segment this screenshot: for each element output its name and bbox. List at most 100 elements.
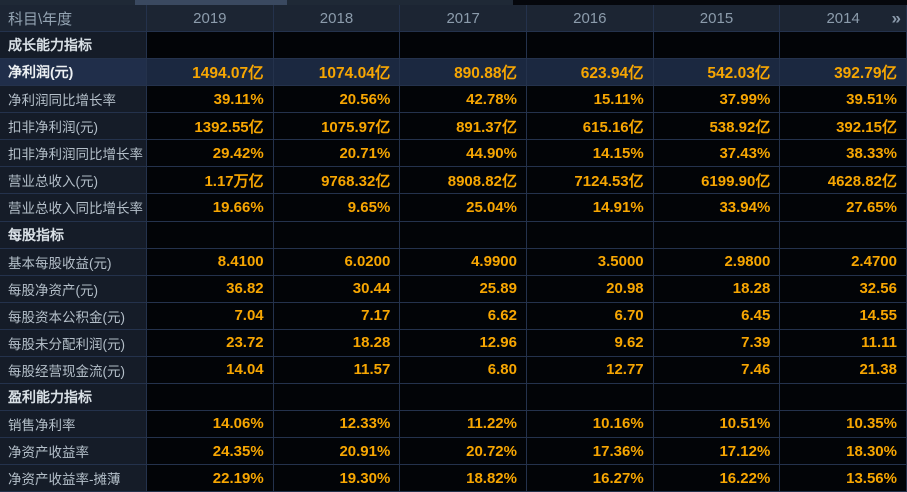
value-cell	[400, 221, 527, 249]
value-cell: 18.82%	[400, 465, 527, 492]
horizontal-scrollbar[interactable]	[0, 0, 907, 5]
value-cell: 24.35%	[147, 438, 274, 466]
value-cell	[400, 32, 527, 60]
value-cell	[273, 383, 401, 411]
value-cell: 14.91%	[526, 194, 654, 222]
value-cell: 6.70	[526, 302, 654, 330]
value-cell: 2.4700	[780, 248, 907, 276]
section-row: 盈利能力指标	[0, 383, 907, 411]
value-cell: 21.38	[780, 356, 907, 384]
value-cell: 7.46	[653, 356, 781, 384]
value-cell: 10.16%	[526, 410, 654, 438]
section-label: 每股指标	[0, 221, 147, 249]
value-cell: 20.72%	[400, 438, 527, 466]
year-header-label: 2018	[319, 9, 354, 27]
table-row: 每股未分配利润(元) 23.72 18.28 12.96 9.62 7.39 11.11	[0, 329, 907, 357]
value-cell: 42.78%	[400, 86, 527, 114]
value-cell: 8.4100	[147, 248, 274, 276]
row-label: 营业总收入同比增长率	[0, 194, 147, 222]
value-cell: 623.94亿	[526, 59, 654, 87]
value-cell	[653, 383, 781, 411]
value-cell	[273, 221, 401, 249]
year-header-2019: 2019	[147, 5, 274, 33]
more-years-button[interactable]: »	[891, 8, 901, 28]
row-label: 基本每股收益(元)	[0, 248, 147, 276]
table-row: 营业总收入(元) 1.17万亿 9768.32亿 8908.82亿 7124.53亿 61…	[0, 167, 907, 195]
value-cell: 25.04%	[400, 194, 527, 222]
value-cell: 18.28	[653, 275, 781, 303]
table-row: 净资产收益率 24.35% 20.91% 20.72% 17.36% 17.12% 18.3…	[0, 438, 907, 466]
table-row: 每股资本公积金(元) 7.04 7.17 6.62 6.70 6.45 14.55	[0, 302, 907, 330]
value-cell	[780, 32, 907, 60]
row-label: 销售净利率	[0, 410, 147, 438]
value-cell: 6.80	[400, 356, 527, 384]
year-header-label: 2017	[446, 9, 480, 27]
row-label: 每股资本公积金(元)	[0, 302, 147, 330]
row-label: 每股经营现金流(元)	[0, 356, 147, 384]
year-header-label: 2014	[826, 9, 860, 27]
year-header-2014: 2014 »	[780, 5, 907, 33]
table-row: 销售净利率 14.06% 12.33% 11.22% 10.16% 10.51% 10.35…	[0, 410, 907, 438]
value-cell: 37.43%	[653, 140, 781, 168]
value-cell: 1075.97亿	[273, 113, 401, 141]
value-cell: 3.5000	[526, 248, 654, 276]
year-header-2017: 2017	[400, 5, 527, 33]
value-cell: 6199.90亿	[653, 167, 781, 195]
value-cell: 44.90%	[400, 140, 527, 168]
value-cell: 14.55	[780, 302, 907, 330]
value-cell	[653, 32, 781, 60]
table-row: 净利润同比增长率 39.11% 20.56% 42.78% 15.11% 37.99% 39…	[0, 86, 907, 114]
table-row: 每股净资产(元) 36.82 30.44 25.89 20.98 18.28 32.56	[0, 275, 907, 303]
value-cell: 11.57	[273, 356, 401, 384]
value-cell: 16.22%	[653, 465, 781, 492]
value-cell: 7.17	[273, 302, 401, 330]
value-cell: 1392.55亿	[147, 113, 274, 141]
value-cell: 9.62	[526, 329, 654, 357]
value-cell: 19.30%	[273, 465, 401, 492]
table-row: 营业总收入同比增长率 19.66% 9.65% 25.04% 14.91% 33.94% 2…	[0, 194, 907, 222]
year-header-label: 2019	[193, 9, 227, 27]
value-cell: 20.98	[526, 275, 654, 303]
value-cell: 9768.32亿	[273, 167, 401, 195]
row-label: 净利润同比增长率	[0, 86, 147, 114]
section-row: 成长能力指标	[0, 32, 907, 60]
value-cell: 27.65%	[780, 194, 907, 222]
value-cell: 20.71%	[273, 140, 401, 168]
value-cell: 8908.82亿	[400, 167, 527, 195]
value-cell: 17.12%	[653, 438, 781, 466]
value-cell: 10.35%	[780, 410, 907, 438]
row-label: 每股净资产(元)	[0, 275, 147, 303]
value-cell: 1.17万亿	[147, 167, 274, 195]
value-cell	[780, 383, 907, 411]
corner-header: 科目\年度	[0, 5, 147, 33]
row-label: 营业总收入(元)	[0, 167, 147, 195]
value-cell: 4628.82亿	[780, 167, 907, 195]
table-row: 基本每股收益(元) 8.4100 6.0200 4.9900 3.5000 2.9800 2…	[0, 248, 907, 276]
value-cell: 12.96	[400, 329, 527, 357]
value-cell: 9.65%	[273, 194, 401, 222]
value-cell: 39.11%	[147, 86, 274, 114]
value-cell: 38.33%	[780, 140, 907, 168]
value-cell	[273, 32, 401, 60]
value-cell	[400, 383, 527, 411]
value-cell: 890.88亿	[400, 59, 527, 87]
value-cell: 6.0200	[273, 248, 401, 276]
value-cell	[526, 383, 654, 411]
scrollbar-thumb[interactable]	[135, 0, 287, 5]
value-cell: 1494.07亿	[147, 59, 274, 87]
value-cell: 14.15%	[526, 140, 654, 168]
value-cell: 17.36%	[526, 438, 654, 466]
value-cell: 25.89	[400, 275, 527, 303]
value-cell: 4.9900	[400, 248, 527, 276]
value-cell	[147, 383, 274, 411]
row-label: 净利润(元)	[0, 59, 147, 87]
value-cell: 19.66%	[147, 194, 274, 222]
value-cell: 20.56%	[273, 86, 401, 114]
value-cell	[147, 221, 274, 249]
value-cell: 16.27%	[526, 465, 654, 492]
row-label: 净资产收益率-摊薄	[0, 465, 147, 492]
value-cell	[780, 221, 907, 249]
value-cell: 14.04	[147, 356, 274, 384]
value-cell: 20.91%	[273, 438, 401, 466]
